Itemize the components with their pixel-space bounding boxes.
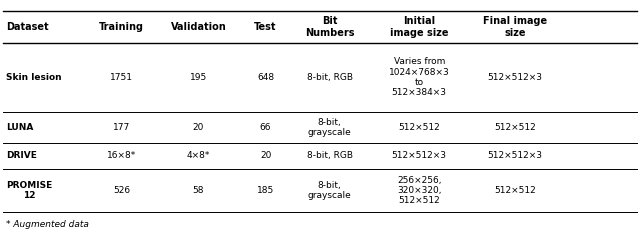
Text: 177: 177 (113, 123, 130, 132)
Text: * Augmented data: * Augmented data (6, 220, 89, 229)
Text: Skin lesion: Skin lesion (6, 73, 62, 82)
Text: Dataset: Dataset (6, 22, 49, 32)
Text: 512×512×3: 512×512×3 (488, 73, 543, 82)
Text: 195: 195 (190, 73, 207, 82)
Text: Final image
size: Final image size (483, 16, 547, 38)
Text: 4×8*: 4×8* (187, 151, 210, 160)
Text: 8-bit, RGB: 8-bit, RGB (307, 151, 353, 160)
Text: 66: 66 (260, 123, 271, 132)
Text: Training: Training (99, 22, 144, 32)
Text: 526: 526 (113, 186, 130, 195)
Text: 8-bit, RGB: 8-bit, RGB (307, 73, 353, 82)
Text: 512×512×3: 512×512×3 (488, 151, 543, 160)
Text: DRIVE: DRIVE (6, 151, 37, 160)
Text: 512×512: 512×512 (398, 123, 440, 132)
Text: 8-bit,
grayscale: 8-bit, grayscale (308, 118, 351, 137)
Text: Validation: Validation (170, 22, 227, 32)
Text: Varies from
1024×768×3
to
512×384×3: Varies from 1024×768×3 to 512×384×3 (389, 57, 449, 97)
Text: 58: 58 (193, 186, 204, 195)
Text: LUNA: LUNA (6, 123, 34, 132)
Text: 20: 20 (193, 123, 204, 132)
Text: 256×256,
320×320,
512×512: 256×256, 320×320, 512×512 (397, 175, 442, 205)
Text: 20: 20 (260, 151, 271, 160)
Text: 648: 648 (257, 73, 274, 82)
Text: 16×8*: 16×8* (107, 151, 136, 160)
Text: 512×512×3: 512×512×3 (392, 151, 447, 160)
Text: Initial
image size: Initial image size (390, 16, 449, 38)
Text: 1751: 1751 (110, 73, 133, 82)
Text: 8-bit,
grayscale: 8-bit, grayscale (308, 181, 351, 200)
Text: PROMISE
12: PROMISE 12 (6, 181, 52, 200)
Text: 185: 185 (257, 186, 274, 195)
Text: 512×512: 512×512 (494, 123, 536, 132)
Text: Test: Test (254, 22, 277, 32)
Text: Bit
Numbers: Bit Numbers (305, 16, 355, 38)
Text: 512×512: 512×512 (494, 186, 536, 195)
